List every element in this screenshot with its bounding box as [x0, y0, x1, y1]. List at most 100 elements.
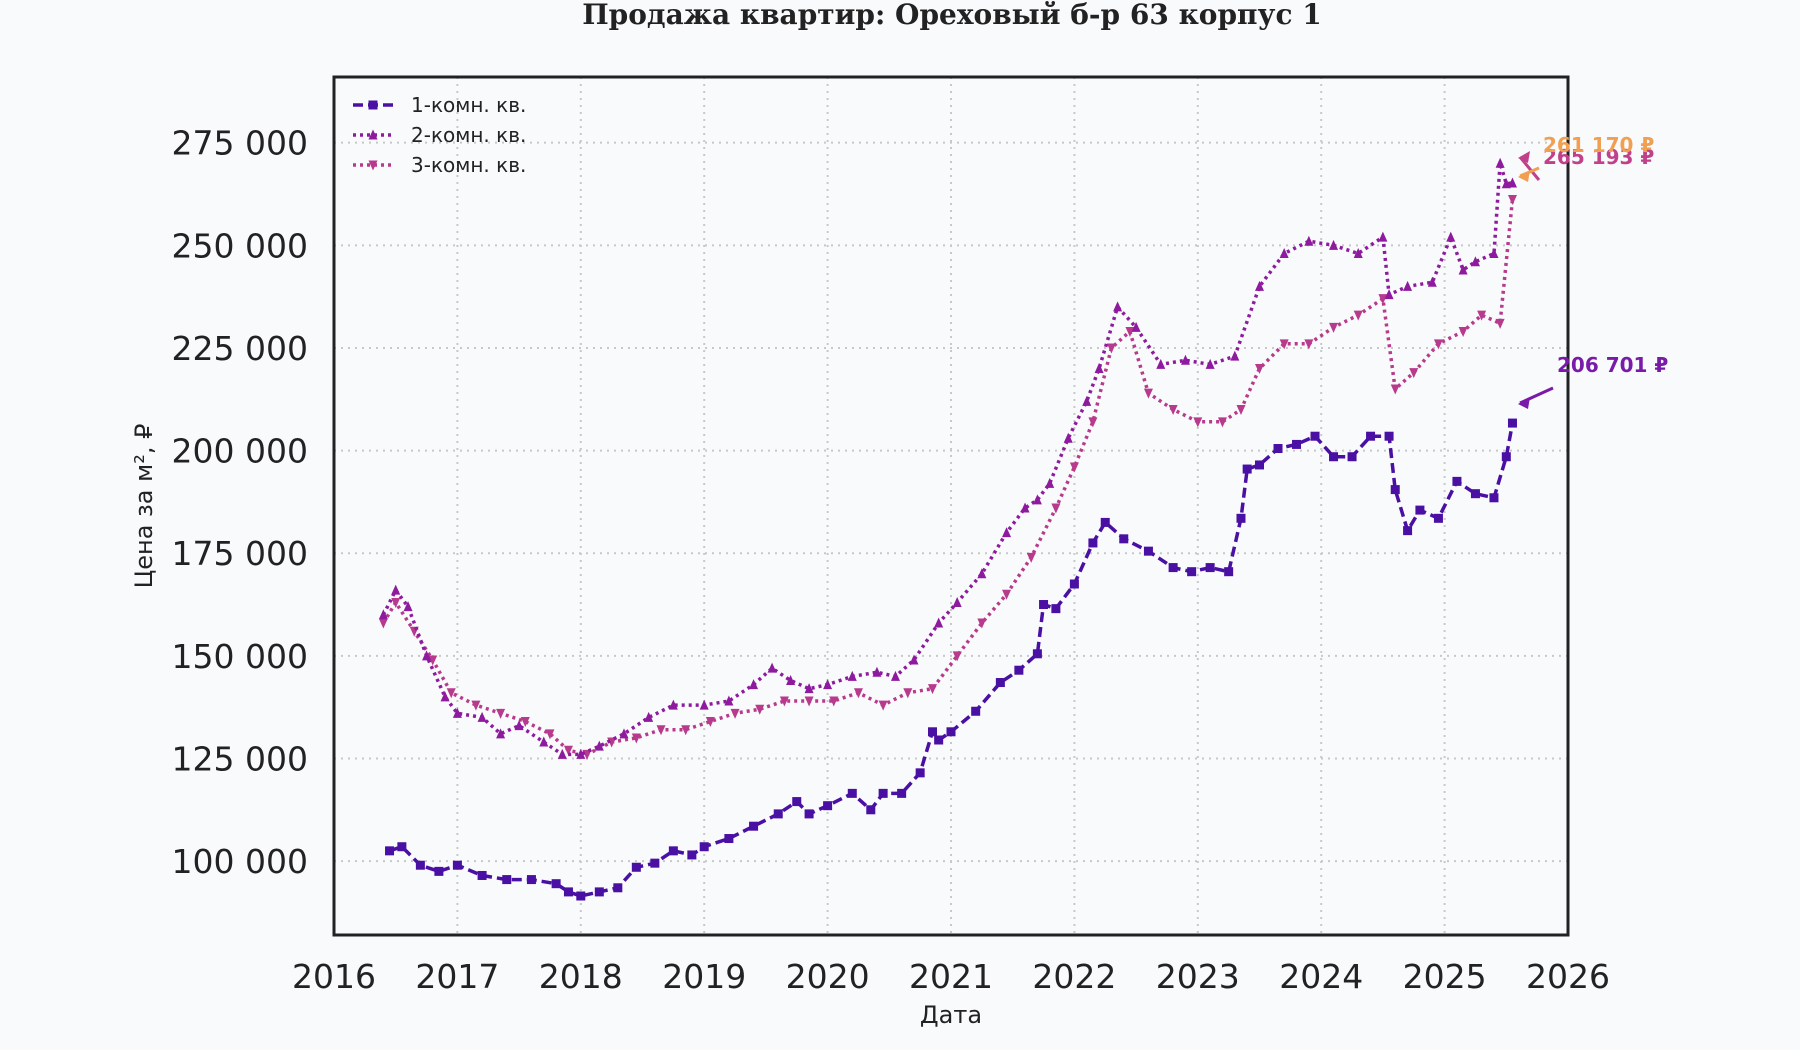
data-point — [1143, 388, 1153, 399]
data-point — [724, 834, 734, 844]
annotation-label: 261 170 ₽ — [1543, 133, 1654, 157]
data-point — [1329, 322, 1339, 333]
data-point — [792, 797, 802, 807]
data-point — [668, 699, 678, 710]
data-point — [823, 679, 833, 690]
data-point — [1063, 432, 1073, 443]
data-point — [539, 736, 549, 747]
data-point — [440, 691, 450, 702]
data-point — [687, 850, 697, 860]
data-point — [1433, 339, 1443, 350]
data-point — [594, 740, 604, 751]
data-point — [378, 609, 388, 620]
data-point — [1014, 665, 1024, 675]
data-point — [1409, 368, 1419, 379]
data-point — [520, 717, 530, 728]
data-point — [1353, 248, 1363, 259]
annotation: 206 701 ₽ — [1518, 353, 1668, 409]
data-point — [927, 727, 937, 737]
data-point — [730, 708, 740, 719]
data-point — [1507, 418, 1517, 428]
data-point — [631, 862, 641, 872]
data-point — [903, 688, 913, 699]
data-point — [767, 662, 777, 673]
data-point — [557, 748, 567, 759]
data-point — [866, 805, 876, 815]
data-point — [1156, 358, 1166, 369]
data-point — [1230, 350, 1240, 361]
data-point — [749, 679, 759, 690]
legend-item: 1-комн. кв. — [353, 93, 526, 117]
data-point — [1187, 567, 1197, 577]
data-point — [1304, 235, 1314, 246]
data-point — [422, 650, 432, 661]
data-point — [823, 801, 833, 811]
data-point — [1347, 452, 1357, 462]
data-point — [1106, 343, 1116, 354]
data-point — [545, 729, 555, 740]
data-point — [1205, 358, 1215, 369]
series-line — [381, 199, 1515, 757]
annotation: 265 193 ₽ — [1518, 145, 1654, 181]
annotation-label: 265 193 ₽ — [1543, 145, 1654, 169]
data-point — [1366, 431, 1376, 441]
data-point — [1119, 534, 1129, 544]
y-tick-label: 125 000 — [172, 739, 308, 778]
data-point — [496, 728, 506, 739]
y-tick-label: 100 000 — [172, 842, 308, 881]
y-tick-label: 150 000 — [172, 637, 308, 676]
data-point — [853, 688, 863, 699]
data-point — [847, 670, 857, 681]
data-point — [1427, 276, 1437, 287]
data-point — [897, 788, 907, 798]
data-point — [1292, 439, 1302, 449]
data-point — [576, 748, 586, 759]
data-point — [1002, 527, 1012, 538]
data-point — [1255, 363, 1264, 374]
data-point — [594, 887, 604, 897]
data-point — [705, 717, 715, 728]
x-tick-label: 2026 — [1526, 957, 1610, 996]
data-point — [915, 768, 925, 778]
data-point — [1039, 600, 1049, 610]
x-tick-label: 2021 — [909, 957, 993, 996]
data-point — [971, 706, 981, 716]
x-tick-label: 2018 — [539, 957, 623, 996]
data-point — [477, 870, 487, 880]
data-point — [779, 696, 789, 707]
data-point — [1390, 485, 1400, 495]
x-axis: 2016 2017 2018 2019 2020 2021 2022 2023 2024 2025… — [292, 957, 1610, 996]
data-point — [1082, 395, 1092, 406]
data-point — [1217, 417, 1227, 428]
data-point — [1378, 231, 1388, 242]
data-point — [1304, 339, 1314, 350]
data-point — [1224, 567, 1234, 577]
data-point — [391, 584, 401, 595]
x-tick-label: 2017 — [415, 957, 499, 996]
x-tick-label: 2025 — [1403, 957, 1487, 996]
data-point — [1470, 489, 1480, 499]
data-point — [397, 842, 407, 852]
data-point — [368, 100, 378, 110]
data-point — [1100, 517, 1110, 527]
data-point — [1415, 505, 1425, 515]
data-point — [1255, 280, 1264, 291]
data-point — [681, 725, 691, 736]
data-point — [934, 617, 944, 628]
data-point — [699, 699, 709, 710]
data-point — [496, 708, 506, 719]
data-point — [1045, 477, 1055, 488]
y-tick-label: 250 000 — [172, 226, 308, 265]
data-point — [1255, 460, 1264, 470]
data-point — [1125, 327, 1135, 338]
data-point — [1088, 538, 1098, 548]
data-point — [471, 700, 481, 711]
data-point — [1384, 289, 1394, 300]
data-point — [1168, 405, 1178, 416]
annotations: 206 701 ₽ 265 193 ₽261 170 ₽ — [1518, 133, 1668, 409]
data-point — [847, 788, 857, 798]
data-point — [977, 618, 987, 629]
data-point — [514, 720, 524, 731]
